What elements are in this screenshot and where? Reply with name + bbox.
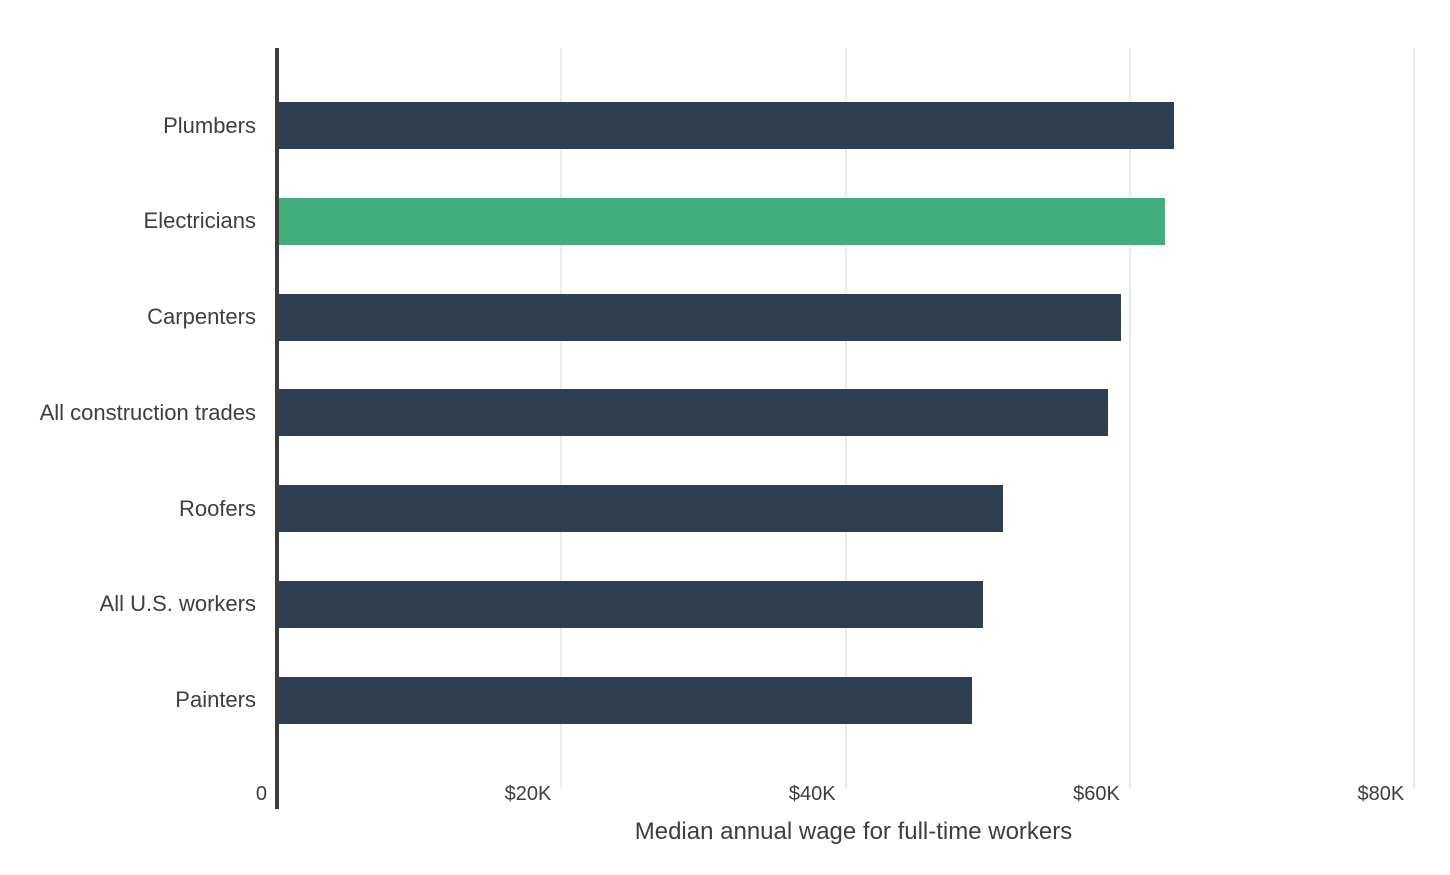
category-label-all-construction-trades: All construction trades: [39, 399, 256, 425]
bar-carpenters: [279, 293, 1121, 341]
bar-roofers: [279, 485, 1003, 532]
bar-all-construction-trades: [279, 389, 1108, 437]
category-label-plumbers: Plumbers: [163, 112, 256, 138]
category-label-painters: Painters: [175, 686, 256, 712]
x-tick-20k: $20K: [504, 783, 552, 805]
x-tick-40k: $40K: [788, 783, 836, 805]
x-tick-60k: $60K: [1073, 783, 1120, 805]
category-label-roofers: Roofers: [178, 495, 256, 521]
category-labels: Plumbers Electricians Carpenters All constr…: [0, 0, 256, 875]
gridline-60k: [1128, 48, 1131, 788]
x-axis-title: Median annual wage for full-time workers: [634, 818, 1073, 845]
x-tick-0: 0: [255, 783, 267, 805]
bar-electricians: [279, 197, 1165, 245]
bar-plumbers: [279, 102, 1174, 149]
gridline-80k: [1413, 48, 1416, 788]
category-label-carpenters: Carpenters: [147, 303, 256, 329]
category-label-all-u-s-workers: All U.S. workers: [99, 591, 256, 617]
category-label-electricians: Electricians: [143, 208, 256, 234]
x-tick-80k: $80K: [1357, 783, 1405, 805]
y-axis-line: [275, 48, 279, 809]
bar-painters: [279, 676, 972, 724]
bar-all-u-s-workers: [279, 580, 983, 628]
